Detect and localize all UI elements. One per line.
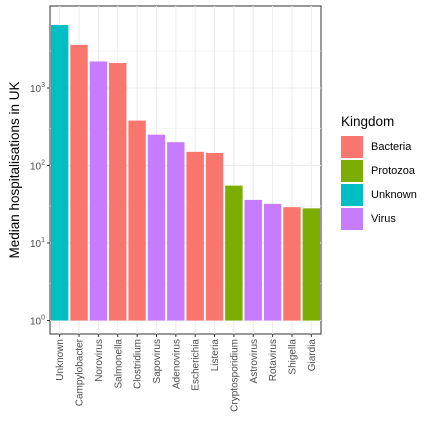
x-tick-label: Salmonella (113, 339, 124, 389)
legend-swatch-protozoa (341, 160, 363, 182)
x-tick-label: Rotavirus (268, 339, 279, 381)
x-tick-label: Cryptosporidium (229, 339, 240, 412)
x-tick-label: Unknown (55, 339, 66, 381)
bar-sapovirus (148, 135, 165, 321)
bar-adenovirus (167, 142, 184, 320)
legend-label-virus: Virus (371, 213, 396, 225)
legend-item-bacteria: Bacteria (341, 135, 417, 159)
legend-label-bacteria: Bacteria (371, 141, 411, 153)
x-tick-label: Sapovirus (152, 339, 163, 383)
x-tick-label: Listeria (210, 339, 221, 372)
bar-giardia (303, 208, 320, 320)
y-tick-label: 100 (30, 315, 45, 328)
x-tick-label: Escherichia (191, 339, 202, 391)
legend-label-protozoa: Protozoa (371, 165, 415, 177)
bar-cryptosporidium (225, 186, 242, 321)
legend-item-virus: Virus (341, 207, 417, 231)
x-tick-label: Campylobacter (75, 338, 86, 406)
x-tick-label: Norovirus (94, 339, 105, 382)
legend-title: Kingdom (341, 114, 417, 129)
bar-campylobacter (70, 45, 87, 321)
bar-salmonella (109, 63, 126, 320)
y-axis-ticks: 100 101 102 103 (30, 82, 50, 328)
legend-swatch-virus (341, 208, 363, 230)
legend-swatch-bacteria (341, 136, 363, 158)
bar-shigella (283, 207, 300, 320)
y-axis-label: Median hospitalisations in UK (7, 81, 22, 258)
x-tick-label: Giardia (307, 339, 318, 372)
y-tick-label: 101 (30, 237, 45, 250)
bar-listeria (206, 153, 223, 321)
bar-unknown (51, 25, 68, 321)
bar-norovirus (90, 61, 107, 320)
bar-astrovirus (245, 200, 262, 321)
legend-item-unknown: Unknown (341, 183, 417, 207)
legend-item-protozoa: Protozoa (341, 159, 417, 183)
bar-escherichia (186, 152, 203, 321)
y-tick-label: 102 (30, 160, 45, 173)
legend-swatch-unknown (341, 184, 363, 206)
legend: Kingdom Bacteria Protozoa Unknown Virus (341, 114, 417, 231)
x-axis-ticks: Unknown Campylobacter Norovirus Salmonella C… (55, 334, 318, 412)
x-tick-label: Clostridium (133, 339, 144, 389)
y-tick-label: 103 (30, 82, 45, 95)
x-tick-label: Astrovirus (249, 339, 260, 383)
bar-clostridium (128, 121, 145, 321)
legend-label-unknown: Unknown (371, 189, 417, 201)
bar-rotavirus (264, 204, 281, 321)
x-tick-label: Shigella (287, 339, 298, 375)
x-tick-label: Adenovirus (171, 339, 182, 389)
